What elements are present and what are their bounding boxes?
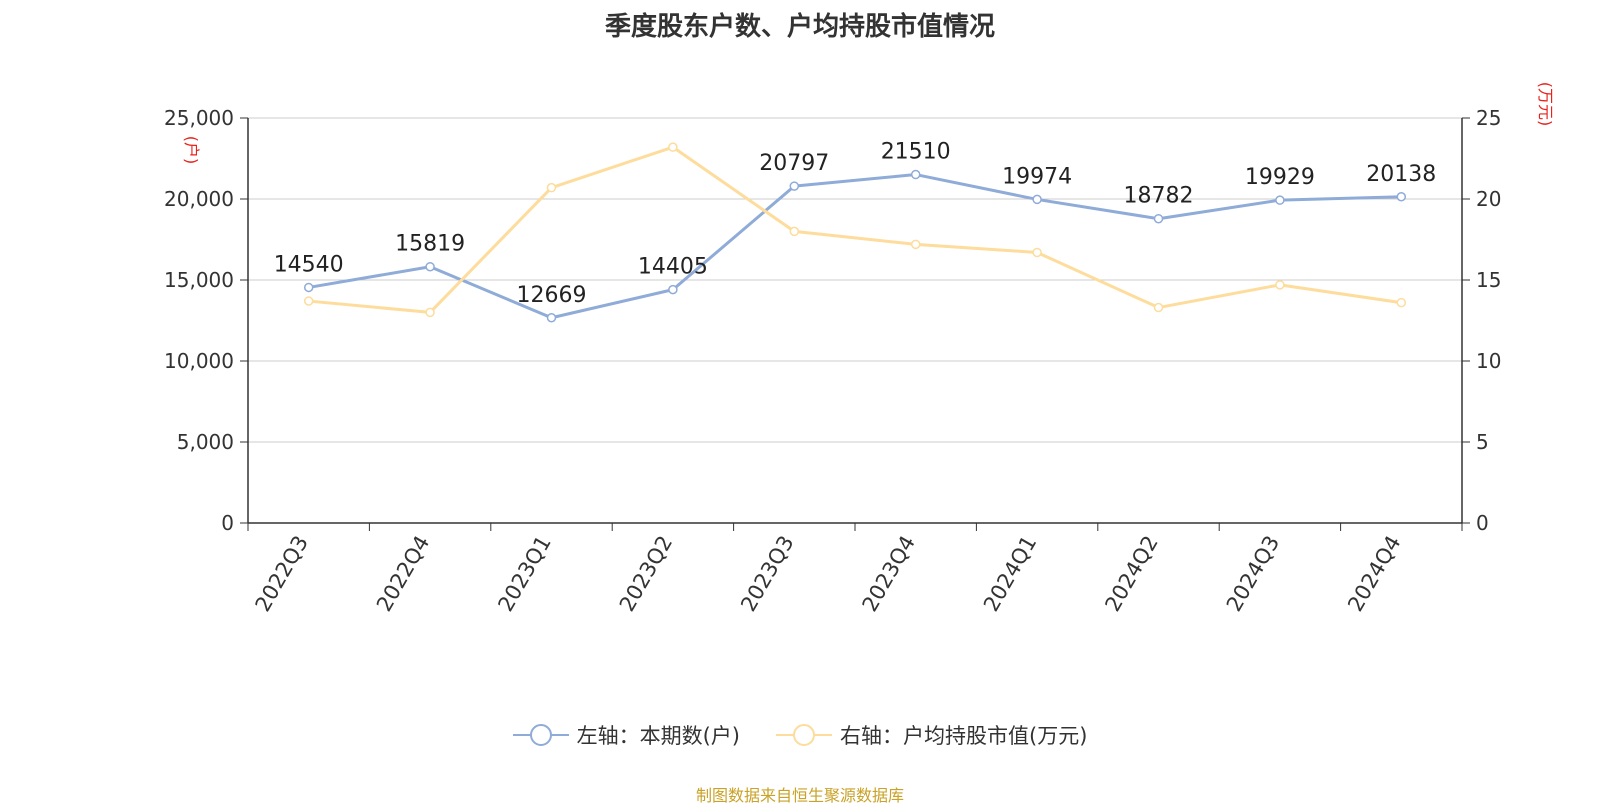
legend-label-left-series: 左轴：本期数(户)	[576, 724, 740, 748]
data-point-right	[1153, 302, 1164, 313]
data-point-right	[303, 296, 314, 306]
x-axis-tick-label: 2023Q4	[858, 532, 920, 616]
data-point-left	[1032, 194, 1042, 205]
x-axis-tick-label: 2022Q4	[372, 532, 434, 616]
x-axis-tick-label: 2023Q1	[493, 532, 555, 616]
data-point-left	[910, 169, 921, 180]
data-point-right	[425, 307, 435, 318]
x-axis-tick-label: 2023Q3	[736, 532, 798, 616]
legend-marker-left-icon	[512, 724, 569, 746]
chart-title: 季度股东户数、户均持股市值情况	[604, 12, 995, 42]
series-line-right	[308, 145, 1402, 314]
data-point-left	[1275, 195, 1285, 205]
data-label: 14540	[274, 252, 344, 277]
left-axis-tick-label: 20,000	[164, 187, 234, 211]
right-axis-tick-label: 5	[1476, 430, 1489, 454]
left-axis-tick-label: 5,000	[177, 430, 234, 454]
data-label: 19929	[1245, 165, 1315, 190]
series-line-left	[308, 173, 1402, 320]
data-point-right	[668, 142, 678, 152]
data-label: 19974	[1002, 164, 1072, 189]
right-axis-tick-label: 15	[1476, 268, 1501, 292]
right-axis-tick-label: 20	[1476, 187, 1501, 211]
data-point-left	[546, 313, 557, 323]
left-axis-unit-label: (户)	[182, 136, 201, 165]
data-source-note: 制图数据来自恒生聚源数据库	[695, 786, 904, 805]
data-point-right	[910, 239, 921, 250]
x-axis-tick-label: 2024Q2	[1100, 532, 1162, 616]
right-axis-tick-label: 25	[1476, 106, 1501, 130]
data-point-left	[789, 181, 800, 191]
x-axis-tick-label: 2022Q3	[251, 532, 313, 616]
x-axis-tick-label: 2024Q1	[979, 532, 1041, 616]
legend-marker-right-icon	[776, 724, 832, 746]
data-label: 21510	[881, 140, 951, 165]
data-label: 18782	[1124, 184, 1194, 209]
left-axis-tick-label: 15,000	[164, 268, 234, 292]
legend-item-right-series[interactable]: 右轴：户均持股市值(万元)	[776, 720, 1087, 750]
data-point-right	[546, 182, 557, 193]
data-point-right	[1032, 247, 1042, 258]
data-label: 15819	[395, 232, 465, 257]
data-point-right	[789, 226, 800, 237]
left-axis-tick-label: 10,000	[164, 349, 234, 373]
data-label: 20797	[759, 151, 829, 176]
data-label: 14405	[638, 255, 708, 280]
data-label: 20138	[1366, 162, 1436, 187]
data-label: 12669	[517, 283, 587, 308]
legend-label-right-series: 右轴：户均持股市值(万元)	[840, 724, 1088, 748]
left-axis-tick-label: 25,000	[164, 106, 234, 130]
data-point-left	[1153, 213, 1164, 224]
right-axis-tick-label: 0	[1476, 511, 1489, 535]
data-point-left	[303, 282, 314, 293]
data-point-left	[425, 261, 435, 272]
data-point-right	[1275, 280, 1285, 290]
x-axis-tick-label: 2024Q4	[1343, 532, 1405, 616]
data-point-right	[1396, 297, 1407, 308]
left-axis-tick-label: 0	[221, 511, 234, 535]
data-point-left	[1396, 192, 1407, 202]
x-axis-tick-label: 2023Q2	[615, 532, 677, 616]
data-point-left	[668, 284, 678, 295]
legend-item-left-series[interactable]: 左轴：本期数(户)	[512, 720, 740, 750]
x-axis-tick-label: 2024Q3	[1222, 532, 1284, 616]
legend: 左轴：本期数(户) 右轴：户均持股市值(万元)	[0, 720, 1600, 750]
right-axis-tick-label: 10	[1476, 349, 1501, 373]
right-axis-unit-label: (万元)	[1536, 82, 1555, 127]
